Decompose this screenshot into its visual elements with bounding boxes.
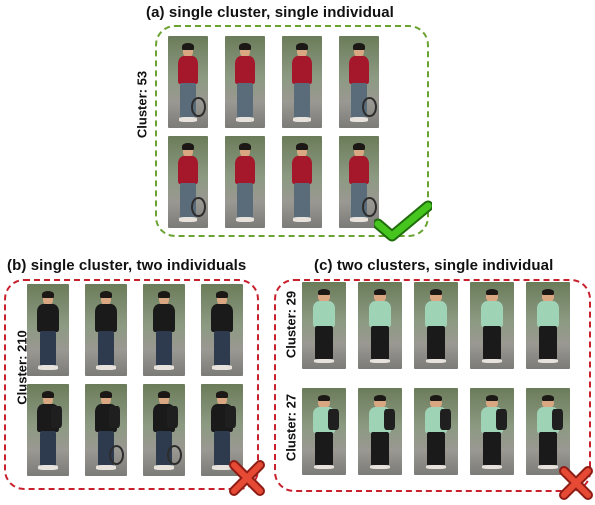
cross-icon bbox=[229, 460, 265, 496]
cross-icon bbox=[559, 466, 593, 500]
person-crop-image bbox=[282, 136, 322, 228]
panel-b-title: (b) single cluster, two individuals bbox=[7, 257, 247, 274]
person-crop-image bbox=[339, 36, 379, 128]
panel-b-border bbox=[4, 279, 259, 490]
person-crop-image bbox=[358, 388, 402, 475]
person-crop-image bbox=[282, 36, 322, 128]
person-crop-image bbox=[85, 384, 127, 476]
person-crop-image bbox=[143, 384, 185, 476]
panel-c-cluster-label-29: Cluster: 29 bbox=[283, 290, 299, 359]
person-crop-image bbox=[143, 284, 185, 376]
person-crop-image bbox=[470, 282, 514, 369]
person-crop-image bbox=[526, 388, 570, 475]
person-crop-image bbox=[339, 136, 379, 228]
panel-a-border bbox=[155, 25, 429, 237]
person-crop-image bbox=[302, 282, 346, 369]
person-crop-image bbox=[27, 384, 69, 476]
person-crop-image bbox=[201, 284, 243, 376]
person-crop-image bbox=[27, 284, 69, 376]
person-crop-image bbox=[302, 388, 346, 475]
person-crop-image bbox=[470, 388, 514, 475]
person-crop-image bbox=[85, 284, 127, 376]
panel-c-cluster-label-27: Cluster: 27 bbox=[283, 393, 299, 462]
panel-c-title: (c) two clusters, single individual bbox=[314, 257, 554, 274]
panel-a-title: (a) single cluster, single individual bbox=[146, 4, 394, 21]
person-crop-image bbox=[358, 282, 402, 369]
person-crop-image bbox=[414, 282, 458, 369]
checkmark-icon bbox=[372, 200, 434, 242]
person-crop-image bbox=[168, 136, 208, 228]
person-crop-image bbox=[225, 36, 265, 128]
person-crop-image bbox=[225, 136, 265, 228]
person-crop-image bbox=[168, 36, 208, 128]
panel-a-cluster-label: Cluster: 53 bbox=[134, 70, 150, 139]
person-crop-image bbox=[526, 282, 570, 369]
person-crop-image bbox=[414, 388, 458, 475]
panel-c-border bbox=[274, 279, 591, 492]
